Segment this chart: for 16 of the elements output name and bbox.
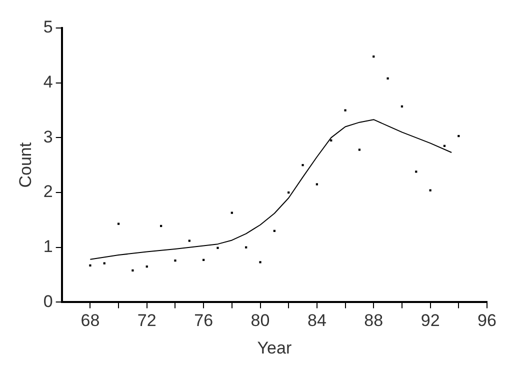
y-axis-title: Count [16,142,35,188]
x-tick-label: 76 [194,311,214,330]
x-tick-label: 72 [137,311,156,330]
x-tick-label: 68 [80,311,100,330]
y-tick-label: 1 [43,237,53,256]
x-tick-label: 84 [307,311,326,330]
x-tick-label: 80 [250,311,270,330]
y-tick-label: 3 [43,127,53,146]
y-tick-label: 2 [43,182,53,202]
x-tick-label: 88 [364,311,384,330]
y-tick-label: 5 [43,18,53,37]
y-tick-label: 0 [43,292,53,311]
x-axis-title: Year [257,338,292,358]
x-tick-label: 96 [478,311,496,330]
y-tick-label: 4 [43,72,53,92]
x-tick-label: 92 [420,311,440,330]
